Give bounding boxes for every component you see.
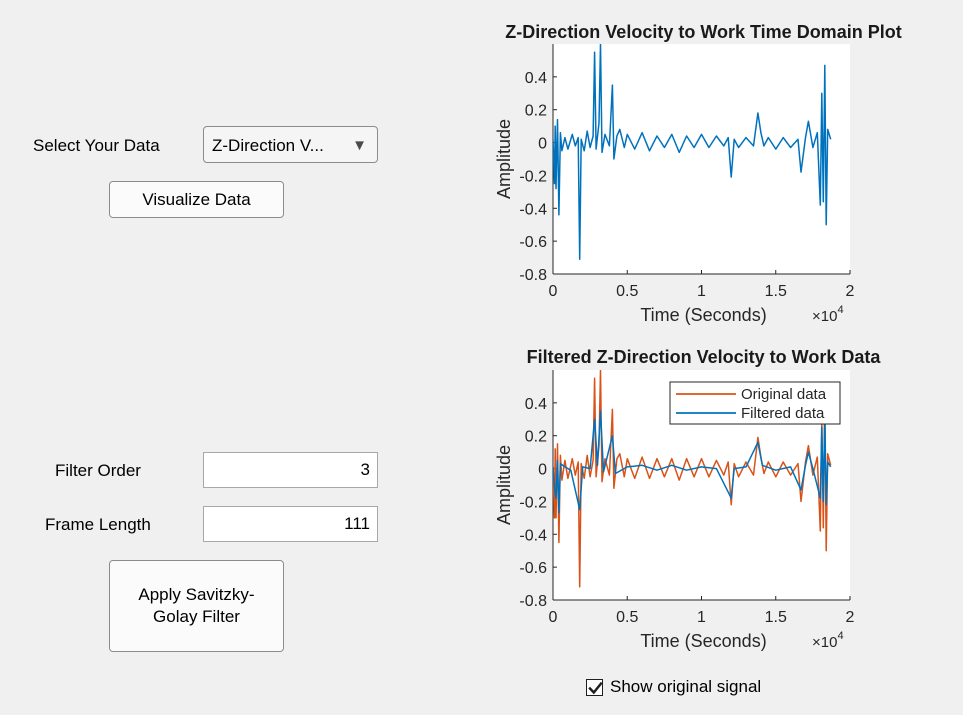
- filtered-data-plot: Filtered Z-Direction Velocity to Work Da…: [494, 347, 881, 651]
- plot-area: [553, 44, 850, 274]
- y-tick-label: -0.2: [519, 168, 547, 185]
- x-axis-label: Time (Seconds): [640, 631, 766, 651]
- y-tick-label: -0.2: [519, 494, 547, 511]
- x-exponent-sup: 4: [837, 630, 843, 642]
- y-tick-label: 0.2: [525, 429, 547, 446]
- x-tick-label: 1: [697, 283, 706, 300]
- y-tick-label: -0.8: [519, 267, 547, 284]
- series-line-1: [553, 410, 832, 514]
- y-axis-label: Amplitude: [494, 119, 514, 199]
- x-exponent-label: ×104: [812, 630, 844, 651]
- visualize-data-button[interactable]: Visualize Data: [109, 181, 284, 218]
- x-exponent-sup: 4: [837, 304, 843, 316]
- visualize-data-button-label: Visualize Data: [142, 189, 251, 209]
- filter-order-label: Filter Order: [55, 461, 141, 480]
- y-tick-label: -0.4: [519, 201, 547, 218]
- x-tick-label: 2: [846, 609, 855, 626]
- data-select-dropdown[interactable]: Z-Direction V... ▼: [203, 126, 378, 163]
- select-data-label: Select Your Data: [33, 136, 160, 155]
- series-line-0: [553, 370, 832, 588]
- x-tick-label: 0.5: [616, 283, 638, 300]
- y-tick-label: 0.4: [525, 396, 547, 413]
- legend-box: [669, 381, 841, 425]
- apply-filter-button-label: Apply Savitzky- Golay Filter: [138, 585, 255, 626]
- chart-title: Filtered Z-Direction Velocity to Work Da…: [527, 347, 882, 367]
- checkmark-icon: [588, 681, 603, 694]
- filter-order-input[interactable]: 3: [203, 452, 378, 488]
- x-tick-label: 1.5: [765, 283, 787, 300]
- x-tick-label: 2: [846, 283, 855, 300]
- x-tick-label: 0: [549, 609, 558, 626]
- y-tick-label: -0.6: [519, 234, 547, 251]
- x-axis-label: Time (Seconds): [640, 305, 766, 325]
- time-domain-plot: Z-Direction Velocity to Work Time Domain…: [494, 22, 902, 325]
- show-original-toggle[interactable]: Show original signal: [586, 676, 761, 698]
- frame-length-label: Frame Length: [45, 515, 151, 534]
- show-original-label: Show original signal: [610, 677, 762, 696]
- chart-title: Z-Direction Velocity to Work Time Domain…: [505, 22, 901, 42]
- y-tick-label: -0.8: [519, 593, 547, 610]
- y-axis-label: Amplitude: [494, 445, 514, 525]
- chevron-down-icon: ▼: [352, 137, 367, 154]
- legend-entry-0: Original data: [741, 386, 827, 403]
- y-tick-label: -0.6: [519, 560, 547, 577]
- y-tick-label: -0.4: [519, 527, 547, 544]
- x-exponent-label: ×104: [812, 304, 844, 325]
- y-tick-label: 0.2: [525, 103, 547, 120]
- show-original-checkbox[interactable]: [586, 678, 603, 696]
- y-tick-label: 0: [538, 462, 547, 479]
- y-tick-label: 0: [538, 136, 547, 153]
- y-tick-label: 0.4: [525, 70, 547, 87]
- frame-length-input[interactable]: 111: [203, 506, 378, 542]
- apply-savitzky-golay-button[interactable]: Apply Savitzky- Golay Filter: [109, 560, 284, 652]
- x-tick-label: 1.5: [765, 609, 787, 626]
- x-tick-label: 0: [549, 283, 558, 300]
- x-tick-label: 0.5: [616, 609, 638, 626]
- x-tick-label: 1: [697, 609, 706, 626]
- series-line-0: [553, 44, 832, 260]
- legend-entry-1: Filtered data: [741, 405, 825, 422]
